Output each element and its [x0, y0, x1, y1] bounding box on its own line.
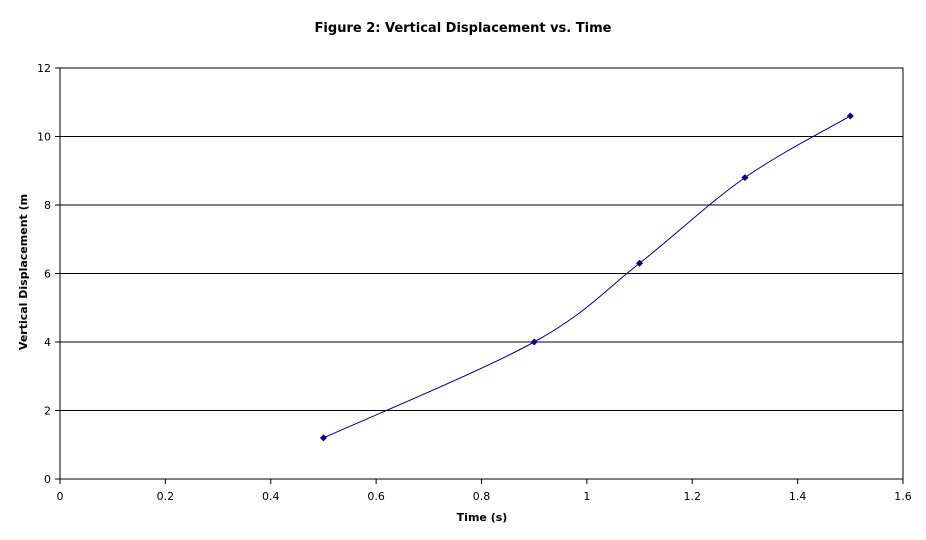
- x-tick-label: 0.2: [157, 490, 175, 503]
- x-tick-label: 1.2: [684, 490, 702, 503]
- x-tick-label: 1: [583, 490, 590, 503]
- y-tick-label: 12: [37, 62, 51, 75]
- axis-ticks: 0 0.2 0.4 0.6 0.8 1 1.2 1.4 1.6 0 2 4 6 8 10 12: [37, 62, 912, 503]
- series-line: [323, 115, 851, 439]
- data-point-marker: [319, 434, 327, 442]
- series: [319, 112, 854, 442]
- x-tick-label: 0: [57, 490, 64, 503]
- data-point-marker: [530, 338, 538, 346]
- y-tick-label: 6: [44, 268, 51, 281]
- x-tick-label: 0.4: [262, 490, 280, 503]
- y-tick-label: 4: [44, 336, 51, 349]
- y-tick-label: 10: [37, 131, 51, 144]
- grid-lines: [60, 136, 903, 411]
- chart-title: Figure 2: Vertical Displacement vs. Time: [315, 21, 612, 36]
- x-tick-label: 1.6: [894, 490, 912, 503]
- x-tick-label: 1.4: [789, 490, 807, 503]
- y-tick-label: 0: [44, 473, 51, 486]
- x-tick-label: 0.8: [473, 490, 491, 503]
- x-axis-title: Time (s): [457, 511, 508, 524]
- y-tick-label: 8: [44, 199, 51, 212]
- x-tick-label: 0.6: [367, 490, 385, 503]
- data-point-marker: [636, 259, 644, 267]
- data-point-marker: [846, 112, 854, 120]
- y-tick-label: 2: [44, 405, 51, 418]
- y-axis-title: Vertical Displacement (m: [17, 194, 30, 350]
- data-point-marker: [741, 174, 749, 182]
